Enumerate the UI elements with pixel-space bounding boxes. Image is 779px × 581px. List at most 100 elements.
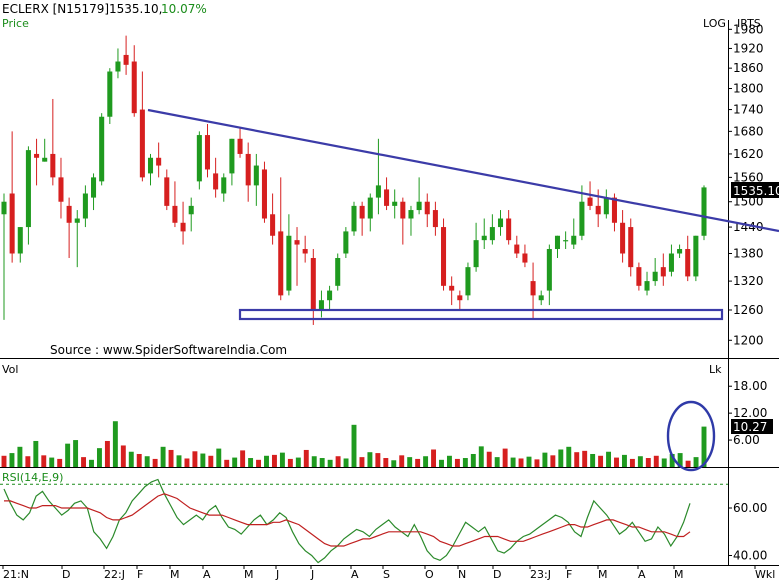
candle-body (441, 227, 447, 286)
candle-body (74, 218, 80, 223)
candle-body (506, 218, 512, 241)
volume-bar (590, 453, 596, 467)
candle-body (164, 177, 170, 206)
candle-body (677, 249, 683, 254)
volume-bar (287, 458, 293, 467)
volume-axis: 18.00 12.00 6.00 (728, 379, 767, 447)
volume-unit-label: Lk (709, 363, 722, 376)
descending-trendline (147, 108, 779, 233)
candle-body (25, 150, 31, 228)
candle-body (522, 253, 528, 263)
irts-label: IRTS (737, 17, 761, 30)
volume-bar (1, 455, 7, 467)
candle-body (91, 177, 97, 198)
price-tick-label: 1560 (733, 170, 764, 184)
volume-bar (128, 451, 134, 467)
x-tick-label: M (674, 568, 684, 581)
candle-body (310, 258, 316, 310)
volume-badge-bg (731, 419, 773, 434)
volume-bar (359, 457, 365, 467)
candle-body (343, 231, 349, 254)
candle-body (245, 153, 251, 186)
x-tick-label: D (493, 568, 501, 581)
volume-bar (144, 456, 150, 467)
volume-bars (1, 421, 707, 467)
candle-body (213, 173, 219, 190)
x-tick-label: S (383, 568, 390, 581)
volume-bar (232, 457, 238, 467)
candle-body (99, 116, 105, 182)
volume-bar (192, 451, 198, 467)
price-panel-label: Price (2, 17, 29, 30)
volume-bar (81, 457, 87, 467)
volume-bar (303, 449, 309, 467)
candle-body (237, 138, 243, 154)
candle-body (359, 205, 365, 219)
rsi-axis: 60.00 40.00 (728, 501, 767, 563)
volume-breakout-circle (666, 400, 716, 472)
volume-bar (391, 460, 397, 467)
candle-body (229, 138, 235, 174)
candle-body (644, 281, 650, 291)
candle-body (34, 153, 40, 158)
candle-body (188, 205, 194, 215)
header-change: 10.07% (161, 2, 207, 16)
volume-bar (136, 453, 142, 467)
volume-bar (510, 457, 516, 467)
candle-body (660, 267, 666, 277)
candle-body (628, 227, 634, 268)
x-tick-label: O (425, 568, 434, 581)
volume-bar (629, 458, 635, 467)
candle-body (42, 157, 48, 162)
x-axis: 21:N D 22:J F M A M J J A S O N D 23:J F M A M Wkl (2, 565, 775, 581)
volume-bar (431, 449, 437, 467)
volume-bar (415, 458, 421, 467)
price-tick-label: 1980 (733, 22, 764, 36)
x-tick-label: F (566, 568, 572, 581)
volume-bar (271, 454, 277, 467)
volume-bar (518, 458, 524, 467)
header-price: 1535.10, (109, 2, 162, 16)
candle-body (270, 214, 276, 236)
candle-body (693, 235, 699, 277)
volume-bar (96, 448, 102, 467)
volume-bar (17, 446, 23, 467)
price-badge: 1535.10 (733, 184, 779, 198)
volume-tick-label: 18.00 (733, 379, 767, 393)
volume-bar (208, 455, 214, 467)
candle-body (156, 157, 162, 166)
volume-bar (614, 457, 619, 467)
volume-bar (367, 452, 373, 467)
candle-body (253, 165, 259, 186)
candle-body (408, 210, 414, 219)
volume-bar (240, 450, 246, 467)
price-tick-label: 1740 (733, 103, 764, 117)
volume-bar (542, 452, 548, 467)
candle-body (278, 231, 284, 296)
volume-bar (558, 449, 564, 467)
candle-body (221, 177, 227, 194)
x-tick-label: D (62, 568, 70, 581)
candle-body (489, 227, 495, 241)
candle-body (82, 193, 88, 219)
volume-bar (439, 459, 444, 467)
candle-body (318, 300, 324, 310)
volume-bar (351, 424, 357, 467)
volume-bar (598, 455, 604, 467)
volume-bar (104, 440, 110, 467)
candle-body (595, 205, 601, 215)
candle-body (384, 189, 390, 206)
volume-bar (65, 443, 71, 467)
volume-bar (375, 453, 381, 467)
volume-bar (248, 458, 254, 467)
x-tick-label: F (137, 568, 143, 581)
candle-body (9, 193, 15, 254)
x-tick-label: J (275, 568, 279, 581)
candle-body (66, 205, 72, 223)
candle-body (563, 240, 569, 242)
candle-body (603, 197, 609, 215)
volume-bar (478, 446, 484, 467)
volume-bar (677, 453, 683, 467)
x-tick-label: 21:N (3, 568, 29, 581)
volume-bar (224, 459, 230, 467)
